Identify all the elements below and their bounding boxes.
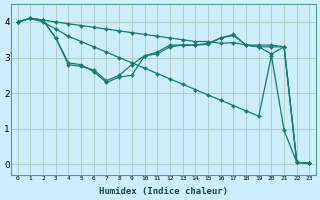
X-axis label: Humidex (Indice chaleur): Humidex (Indice chaleur) xyxy=(99,187,228,196)
